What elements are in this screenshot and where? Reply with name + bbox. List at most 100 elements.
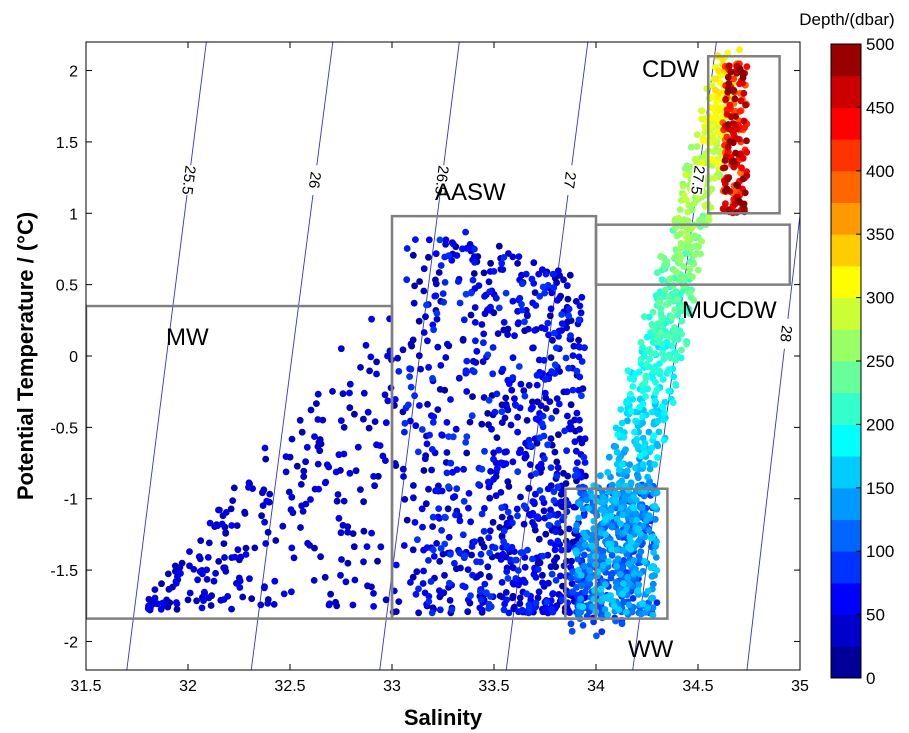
- data-point: [573, 409, 581, 417]
- data-point: [172, 567, 179, 575]
- data-point: [420, 567, 427, 575]
- data-point: [260, 486, 268, 494]
- data-point: [468, 551, 475, 559]
- data-point: [621, 528, 629, 536]
- data-point: [360, 558, 367, 566]
- data-point: [741, 124, 748, 131]
- data-point: [743, 137, 750, 145]
- colorbar-segment: [831, 456, 861, 489]
- isopycnal-label-bg: [432, 164, 451, 196]
- data-point: [488, 425, 495, 433]
- data-point: [652, 378, 659, 386]
- data-point: [551, 448, 559, 456]
- data-point: [496, 592, 504, 600]
- data-point: [660, 436, 668, 444]
- data-point: [282, 453, 290, 460]
- data-point: [708, 93, 716, 101]
- x-tick-label: 35: [791, 678, 809, 695]
- data-point: [563, 447, 570, 455]
- data-point: [395, 598, 403, 605]
- data-point: [400, 473, 407, 480]
- data-point: [733, 181, 741, 189]
- data-point: [580, 562, 588, 570]
- data-point: [446, 597, 454, 604]
- data-point: [541, 376, 549, 383]
- data-point: [660, 416, 668, 424]
- data-point: [476, 604, 484, 612]
- data-point: [165, 585, 173, 593]
- data-point: [650, 432, 658, 440]
- data-point: [302, 458, 309, 466]
- data-point: [639, 413, 647, 421]
- data-point: [736, 108, 744, 115]
- data-point: [519, 549, 527, 556]
- data-point: [392, 561, 400, 569]
- data-point: [724, 176, 731, 183]
- colorbar-tick-label: 300: [866, 289, 894, 308]
- data-point: [543, 598, 551, 606]
- data-point: [564, 412, 571, 420]
- data-point: [495, 446, 503, 454]
- data-point: [541, 289, 548, 297]
- data-point: [709, 148, 717, 156]
- data-point: [553, 472, 561, 480]
- isopycnal-label-bg: [777, 318, 795, 350]
- data-point: [407, 365, 415, 373]
- data-point: [617, 520, 624, 527]
- water-mass-label: WW: [628, 636, 674, 663]
- x-axis-label: Salinity: [404, 705, 483, 730]
- data-point: [644, 604, 651, 612]
- data-point: [567, 401, 575, 409]
- data-point: [280, 590, 288, 598]
- data-point: [489, 518, 497, 526]
- data-point: [600, 553, 607, 561]
- data-point: [424, 337, 431, 345]
- data-point: [732, 149, 739, 157]
- data-point: [525, 381, 533, 389]
- data-point: [545, 521, 553, 529]
- data-point: [709, 131, 717, 139]
- data-point: [428, 609, 436, 617]
- data-point: [456, 299, 464, 307]
- data-point: [420, 265, 428, 273]
- data-point: [504, 575, 512, 582]
- data-point: [500, 461, 507, 469]
- data-point: [410, 494, 417, 502]
- data-point: [221, 554, 228, 561]
- data-point: [507, 421, 515, 429]
- data-point: [658, 253, 665, 261]
- colorbar-segment: [831, 170, 861, 203]
- data-point: [553, 395, 561, 402]
- data-point: [568, 557, 575, 565]
- water-mass-box: [594, 223, 792, 286]
- data-point: [407, 579, 414, 586]
- data-point: [467, 311, 475, 319]
- data-point: [649, 594, 657, 602]
- data-point: [346, 380, 354, 388]
- data-point: [502, 289, 510, 297]
- data-point: [503, 596, 510, 604]
- data-point: [263, 497, 271, 505]
- data-point: [433, 315, 441, 323]
- data-point: [406, 373, 413, 380]
- data-point: [323, 461, 331, 469]
- data-point: [546, 398, 554, 405]
- data-point: [206, 519, 214, 527]
- data-point: [558, 311, 566, 318]
- data-point: [447, 550, 454, 558]
- data-point: [322, 478, 330, 486]
- data-point: [697, 250, 704, 258]
- data-point: [480, 330, 488, 338]
- data-point: [490, 449, 498, 457]
- colorbar-segment: [831, 329, 861, 362]
- data-point: [578, 392, 585, 400]
- data-point: [382, 457, 389, 464]
- data-point: [484, 563, 492, 571]
- data-point: [498, 259, 506, 267]
- data-point: [264, 528, 272, 536]
- data-point: [504, 508, 512, 516]
- data-point: [600, 561, 607, 569]
- data-point: [236, 584, 244, 591]
- data-point: [529, 555, 536, 563]
